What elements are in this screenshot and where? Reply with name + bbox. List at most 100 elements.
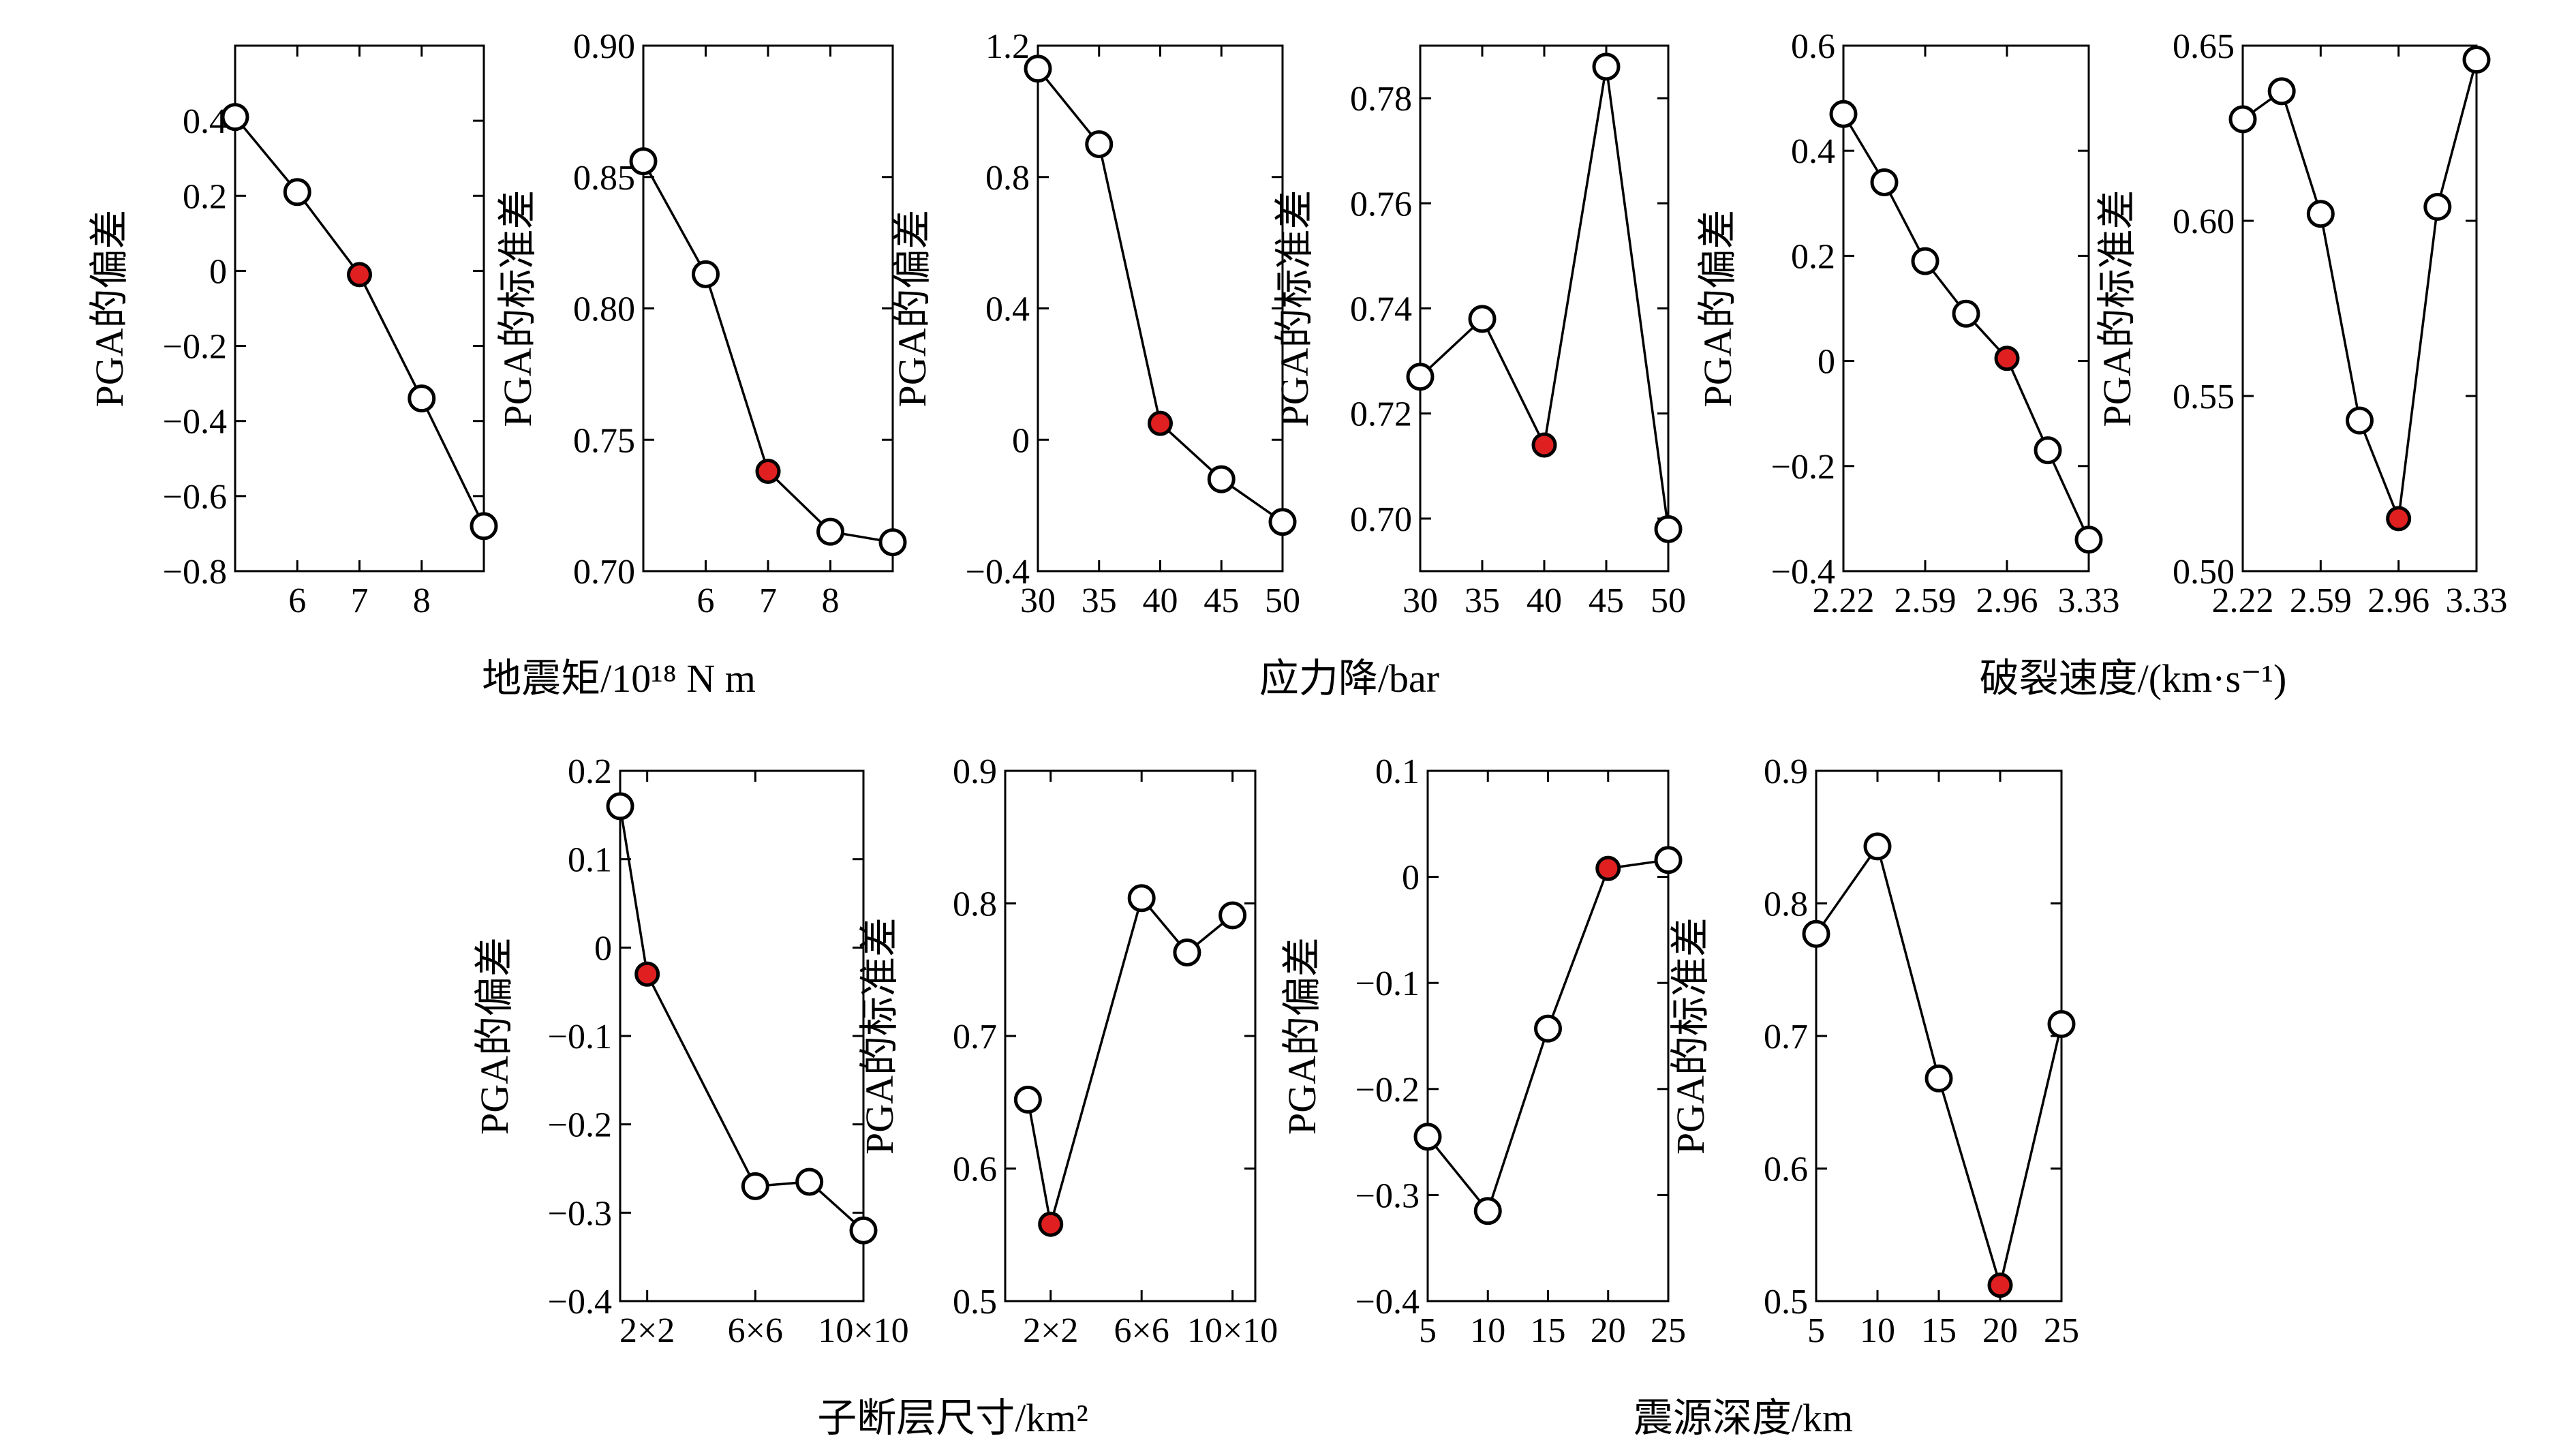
y-tick-label: −0.1 xyxy=(548,1018,612,1056)
y-tick-label: −0.2 xyxy=(1771,448,1835,487)
series-line xyxy=(642,160,893,544)
y-tick-label: 0.9 xyxy=(1764,752,1808,791)
x-tick-label: 2.59 xyxy=(1895,581,1957,620)
y-tick-label: 0.60 xyxy=(2173,202,2235,241)
y-axis-label: PGA的标准差 xyxy=(857,917,902,1155)
x-tick-label: 10×10 xyxy=(818,1311,908,1350)
y-tick-label: 0.65 xyxy=(2173,27,2235,66)
x-tick-label: 2×2 xyxy=(619,1311,675,1350)
group-label-depth-text: 震源深度/km xyxy=(1634,1396,1853,1440)
y-tick-label: −0.4 xyxy=(548,1283,612,1322)
y-tick-label: 0.76 xyxy=(1350,185,1412,224)
x-tick-label: 2.59 xyxy=(2290,581,2352,620)
panel-5: −0.4 −0.2 0 0.2 0.4 0.6 2.22 2.59 2.96 3.33 PGA的偏差 xyxy=(1696,27,2120,620)
data-point xyxy=(1413,1123,1442,1151)
data-point xyxy=(1802,919,1830,948)
y-tick-label: 0.55 xyxy=(2173,378,2235,416)
group-label-stress-text: 应力降/bar xyxy=(1259,656,1439,701)
x-tick-label: 30 xyxy=(1402,581,1438,620)
y-axis-label: PGA的偏差 xyxy=(890,209,934,407)
y-tick-label: 0.8 xyxy=(953,885,997,924)
data-point-highlight xyxy=(1531,432,1557,458)
data-point xyxy=(1654,515,1683,543)
y-axis-label: PGA的偏差 xyxy=(472,937,517,1135)
data-point-highlight xyxy=(2386,506,2412,532)
group-label-rupture: 破裂速度/(km·s⁻¹) xyxy=(1980,656,2287,701)
y-tick-label: −0.4 xyxy=(966,553,1030,592)
data-point xyxy=(2306,200,2335,228)
y-tick-label: 0 xyxy=(594,929,612,968)
data-point-highlight xyxy=(1595,855,1621,881)
data-point-highlight xyxy=(1148,410,1173,436)
plot-frame xyxy=(234,44,485,573)
x-tick-label: 50 xyxy=(1265,581,1300,620)
data-point xyxy=(849,1216,878,1245)
data-point xyxy=(1534,1014,1562,1043)
panel-6: 0.50 0.55 0.60 0.65 2.22 2.59 2.96 3.33 PGA的标准差 xyxy=(2095,27,2508,620)
data-point xyxy=(2034,436,2062,465)
y-axis-label: PGA的标准差 xyxy=(1272,189,1317,427)
data-point xyxy=(606,792,634,821)
data-point xyxy=(470,512,498,540)
y-axis-label: PGA的标准差 xyxy=(2095,189,2139,427)
panels: −0.8−0.6−0.4−0.200.20.46 7 8PGA的偏差0.700.75… xyxy=(87,27,2508,1350)
data-point xyxy=(1468,305,1497,333)
y-tick-label: 0.74 xyxy=(1350,290,1412,329)
data-point xyxy=(2346,406,2374,435)
series-line xyxy=(1037,67,1284,523)
data-point xyxy=(1829,100,1858,128)
x-tick-label: 25 xyxy=(1651,1311,1686,1350)
plot-frame xyxy=(1037,44,1284,573)
y-tick-label: 0.2 xyxy=(183,177,227,216)
y-tick-label: −0.2 xyxy=(1355,1071,1420,1110)
y-tick-label: 0.8 xyxy=(1764,885,1808,924)
y-tick-label: 0.6 xyxy=(1791,27,1835,66)
y-tick-label: −0.3 xyxy=(548,1194,612,1233)
group-label-stress: 应力降/bar xyxy=(1259,656,1439,701)
x-tick-label: 20 xyxy=(1982,1311,2018,1350)
x-tick-label: 15 xyxy=(1921,1311,1957,1350)
x-tick-label: 3.33 xyxy=(2058,581,2120,620)
data-point xyxy=(629,147,658,176)
y-tick-label: −0.2 xyxy=(163,328,227,367)
data-point xyxy=(2074,525,2103,554)
y-tick-label: 0.72 xyxy=(1350,395,1412,434)
data-point xyxy=(408,384,436,413)
data-point-highlight xyxy=(1987,1272,2013,1298)
y-tick-label: −0.8 xyxy=(163,553,227,592)
data-point xyxy=(1218,901,1247,930)
y-tick-label: 0.80 xyxy=(573,290,635,329)
data-point xyxy=(1925,1064,1953,1093)
x-tick-label: 45 xyxy=(1589,581,1624,620)
x-tick-label: 6 xyxy=(697,581,715,620)
x-tick-label: 45 xyxy=(1203,581,1239,620)
x-tick-label: 40 xyxy=(1143,581,1178,620)
data-point xyxy=(1473,1197,1502,1225)
data-point xyxy=(878,528,907,557)
panel-9: −0.4 −0.3 −0.2 −0.1 0 0.1 5 10 15 20 25 PGA的偏差 xyxy=(1280,752,1686,1350)
y-tick-label: 0.85 xyxy=(573,159,635,198)
x-tick-label: 6×6 xyxy=(728,1311,783,1350)
y-tick-label: 0.75 xyxy=(573,421,635,460)
panel-3: −0.4 0 0.4 0.8 1.2 30 35 40 45 50 PGA的偏差 xyxy=(890,27,1300,620)
data-point xyxy=(1173,938,1201,966)
y-tick-label: 0 xyxy=(1402,859,1420,898)
x-tick-label: 25 xyxy=(2044,1311,2079,1350)
y-tick-label: 0.70 xyxy=(573,553,635,592)
series-line xyxy=(234,116,485,527)
group-label-rupture-text: 破裂速度/(km·s⁻¹) xyxy=(1980,656,2287,701)
x-tick-label: 35 xyxy=(1082,581,1117,620)
data-point xyxy=(1654,846,1683,874)
x-tick-label: 5 xyxy=(1419,1311,1437,1350)
x-tick-label: 40 xyxy=(1527,581,1562,620)
y-tick-label: −0.4 xyxy=(1355,1283,1420,1322)
y-tick-label: −0.4 xyxy=(163,403,227,442)
plot-frame xyxy=(642,44,894,573)
y-axis-label: PGA的标准差 xyxy=(1668,917,1713,1155)
x-tick-label: 2.96 xyxy=(2367,581,2429,620)
y-axis-label: PGA的偏差 xyxy=(1280,937,1324,1135)
x-tick-label: 2.96 xyxy=(1976,581,2038,620)
y-tick-label: 0 xyxy=(1818,343,1835,382)
data-point xyxy=(221,103,249,132)
